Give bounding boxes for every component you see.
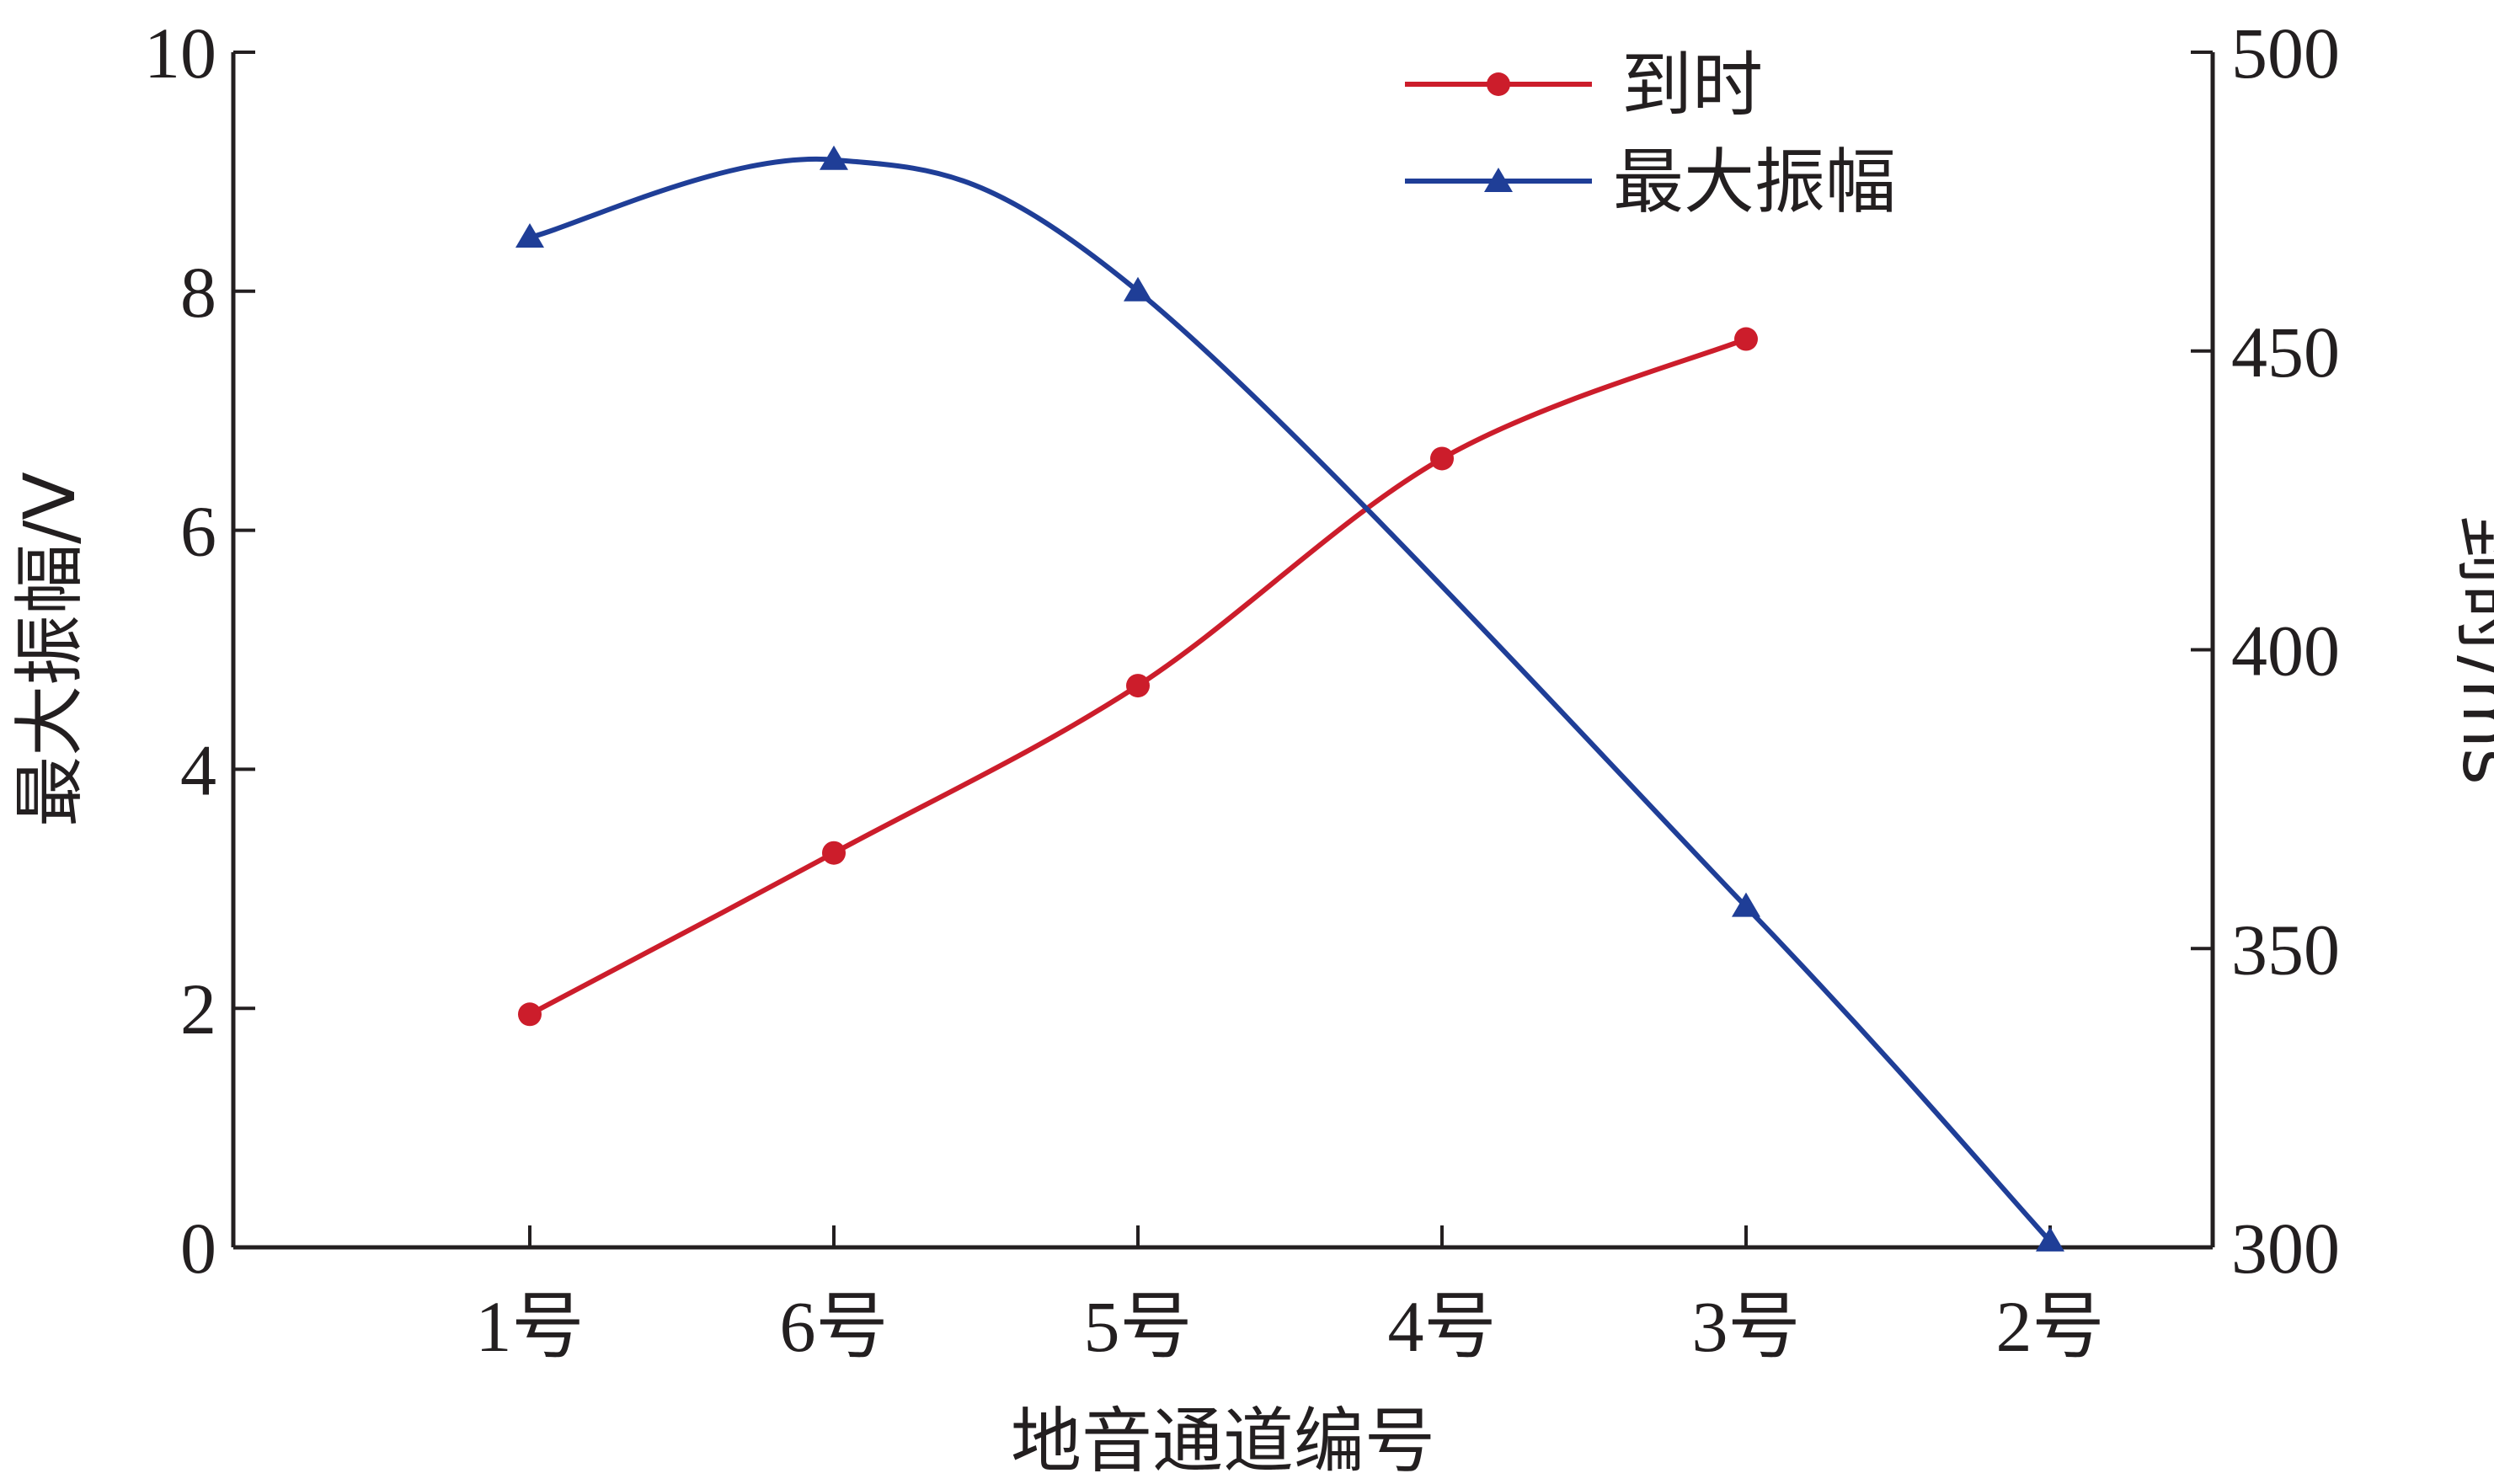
data-point-triangle: [2036, 1226, 2064, 1252]
right-y-axis-title: 到时/ms: [2447, 514, 2494, 785]
right-y-tick-label: 500: [2231, 13, 2340, 93]
right-y-tick-label: 350: [2231, 909, 2340, 990]
legend-item-amplitude: 最大振幅: [1405, 141, 1896, 223]
data-point-circle: [518, 1002, 542, 1027]
legend-label-arrival: 到时: [1621, 44, 1763, 126]
x-tick-label: 4号: [1388, 1286, 1497, 1367]
series-layer: [515, 145, 2064, 1252]
data-point-triangle: [1732, 892, 1760, 917]
data-point-circle: [1126, 674, 1150, 698]
right-y-tick-label: 450: [2231, 312, 2340, 392]
legend-label-amplitude: 最大振幅: [1613, 141, 1896, 223]
series-arrival-time: [518, 327, 1758, 1027]
x-tick-label: 6号: [780, 1286, 889, 1367]
right-y-tick-label: 400: [2231, 611, 2340, 691]
left-y-ticks: 0 2 4 6 8 10: [144, 13, 255, 1289]
left-y-axis-title: 最大振幅/V: [8, 472, 91, 827]
x-axis-title: 地音通道编号: [1011, 1400, 1435, 1482]
left-y-tick-label: 8: [180, 252, 216, 333]
series-line: [527, 156, 2053, 1244]
data-point-circle: [822, 841, 846, 865]
data-point-circle: [1430, 446, 1454, 471]
x-tick-label: 2号: [1996, 1286, 2105, 1367]
x-ticks: 1号 6号 5号 4号 3号 2号: [476, 1225, 2105, 1367]
data-point-circle: [1734, 327, 1758, 351]
legend: 到时 最大振幅: [1405, 44, 1896, 223]
left-y-tick-label: 6: [180, 491, 216, 572]
data-point-triangle: [1124, 276, 1152, 302]
x-tick-label: 5号: [1084, 1286, 1193, 1367]
data-point-triangle: [515, 222, 544, 248]
x-tick-label: 1号: [476, 1286, 585, 1367]
left-y-tick-label: 2: [180, 969, 216, 1049]
data-point-triangle: [820, 145, 848, 170]
left-y-tick-label: 0: [180, 1208, 216, 1289]
x-tick-label: 3号: [1692, 1286, 1801, 1367]
left-y-tick-label: 10: [144, 13, 216, 93]
series-max-amplitude: [515, 145, 2064, 1252]
left-y-tick-label: 4: [180, 729, 216, 810]
right-y-ticks: 300 350 400 450 500: [2191, 13, 2340, 1289]
legend-marker-triangle: [1484, 168, 1513, 192]
legend-item-arrival: 到时: [1405, 44, 1763, 126]
legend-marker-circle: [1487, 72, 1510, 96]
right-y-tick-label: 300: [2231, 1208, 2340, 1289]
